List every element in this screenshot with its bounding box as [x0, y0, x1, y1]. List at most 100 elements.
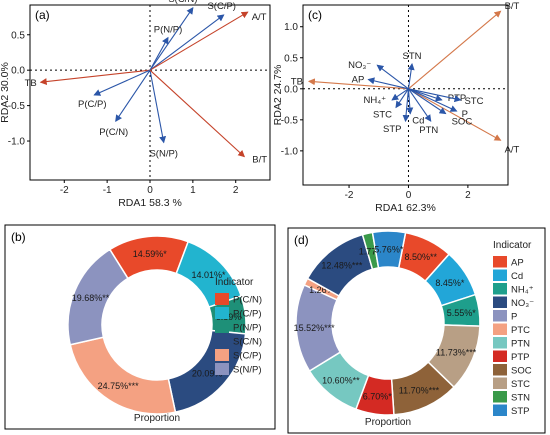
- slice-label: 11.70%***: [399, 386, 440, 396]
- legend-item: PTC: [511, 325, 530, 336]
- donut-panel-d: (d) 8.50%** 8.45%* 5.55%* 11.73%*** 11.70%***…: [287, 227, 546, 434]
- arrow-scp: [149, 14, 225, 71]
- legend-title: Indicator: [215, 277, 254, 288]
- panel-label: (a): [35, 8, 50, 22]
- legend-swatch: [215, 307, 229, 319]
- legend-item: P: [511, 311, 517, 322]
- x-tick-label: 0: [147, 185, 153, 196]
- arrow-label: B/T: [252, 155, 267, 166]
- arrow-at: [408, 88, 502, 141]
- x-axis-label: RDA1 58.3 %: [118, 197, 182, 209]
- plot-frame: [302, 4, 509, 186]
- arrow-label: A/T: [252, 12, 267, 23]
- slice-stp: [371, 230, 407, 269]
- x-tick-label: -1: [103, 185, 112, 196]
- rda-panel-a: -2 -1 0 1 2 -1.0 -0.5 0.0 0.5 RDA1 58.3 % RDA2 30.…: [0, 0, 271, 209]
- arrow-label: P(N/P): [154, 25, 183, 36]
- legend-item: PTN: [511, 338, 530, 349]
- legend-item: S(C/P): [233, 351, 262, 362]
- slice-label: 5.55%*: [447, 308, 477, 318]
- panel-label: (d): [294, 233, 309, 247]
- slice-label: 14.59%*: [133, 249, 168, 259]
- arrow-bt: [408, 10, 502, 90]
- arrow-label: STC: [373, 109, 392, 120]
- arrow-label: AP: [352, 74, 365, 85]
- arrow-label: NO₃⁻: [348, 60, 371, 71]
- slice-label: 1.26%: [309, 285, 335, 295]
- slice-scp: [69, 336, 177, 415]
- legend-item: NH₄⁺: [511, 284, 534, 295]
- panel-label: (b): [11, 230, 26, 244]
- slice-label: 20.09%**: [192, 369, 230, 379]
- legend-swatch: [215, 349, 229, 361]
- legend-item: S(N/P): [233, 365, 262, 376]
- arrow-label: S(C/P): [207, 1, 236, 12]
- arrow-label: P: [462, 109, 468, 120]
- legend-swatch: [215, 321, 229, 333]
- legend-item: Cd: [511, 271, 523, 282]
- x-tick-label: -2: [60, 185, 69, 196]
- legend-item: P(C/N): [233, 295, 262, 306]
- slice-label: 8.45%*: [435, 278, 465, 288]
- slice-label: 11.73%***: [436, 348, 477, 358]
- legend-item: STN: [511, 392, 530, 403]
- arrow-ap: [367, 77, 409, 90]
- slice-label: 14.01%*: [192, 270, 227, 280]
- legend-item: P(N/P): [233, 323, 262, 334]
- y-tick-label: -1.0: [281, 146, 299, 157]
- arrow-ptp: [408, 88, 443, 102]
- arrow-cd: [406, 88, 414, 115]
- y-tick-label: -0.5: [8, 101, 26, 112]
- y-tick-label: 0.0: [11, 66, 25, 77]
- panel-frame: [287, 227, 546, 434]
- panel-label: (c): [308, 8, 322, 22]
- arrow-label: S(C/N): [168, 0, 197, 5]
- arrow-tb: [307, 78, 409, 90]
- arrow-no: [376, 64, 409, 90]
- arrow-stn: [407, 62, 415, 89]
- arrow-soc: [408, 88, 447, 115]
- y-axis-label: RDA2 30.0%: [0, 62, 11, 123]
- y-tick-label: -0.5: [281, 115, 299, 126]
- y-axis-label: RDA2 24.7%: [272, 65, 284, 126]
- slice-label: 1.77%: [359, 246, 385, 256]
- legend-swatch: [493, 310, 507, 322]
- slice-label: 19.68%**: [72, 293, 110, 303]
- legend-item: P(C/P): [233, 309, 262, 320]
- x-axis-label: RDA1 62.3%: [375, 202, 436, 214]
- rda-panel-c: -2 0 2 -1.0 -0.5 0.0 0.5 1.0 RDA1 62.3% RDA2 24.7…: [272, 1, 520, 214]
- arrow-tb: [39, 69, 151, 86]
- arrow-stp: [402, 88, 410, 123]
- legend-swatch: [215, 293, 229, 305]
- legend-swatch: [493, 337, 507, 349]
- arrow-label: Cd: [412, 116, 424, 127]
- legend-item: SOC: [511, 365, 532, 376]
- x-tick-label: -2: [345, 190, 354, 201]
- arrow-label: NH₄⁺: [364, 95, 387, 106]
- arrow-scn: [149, 7, 194, 71]
- y-tick-label: 0.5: [11, 30, 25, 41]
- arrow-label: B/T: [505, 1, 520, 12]
- arrow-p: [408, 88, 458, 112]
- legend-swatch: [493, 364, 507, 376]
- legend-item: STP: [511, 406, 529, 417]
- panel-frame: [4, 224, 276, 430]
- legend-swatch: [493, 283, 507, 295]
- y-tick-label: 0.5: [284, 53, 298, 64]
- slice-label: 12.48%***: [321, 261, 363, 271]
- legend-title: Indicator: [493, 240, 532, 251]
- legend-swatch: [493, 391, 507, 403]
- arrow-label: A/T: [505, 144, 520, 155]
- arrow-label: STN: [403, 51, 422, 62]
- arrow-stc: [408, 88, 462, 103]
- x-tick-label: 0: [406, 190, 412, 201]
- x-tick-label: 1: [190, 185, 196, 196]
- slice-label: 8.50%**: [405, 252, 438, 262]
- slice-label: 15.52%***: [294, 323, 336, 333]
- arrow-label: PTN: [419, 125, 438, 136]
- legend-swatch: [493, 323, 507, 335]
- legend-item: S(C/N): [233, 337, 262, 348]
- slice-snp: [67, 248, 129, 346]
- arrow-label: TB: [291, 76, 303, 87]
